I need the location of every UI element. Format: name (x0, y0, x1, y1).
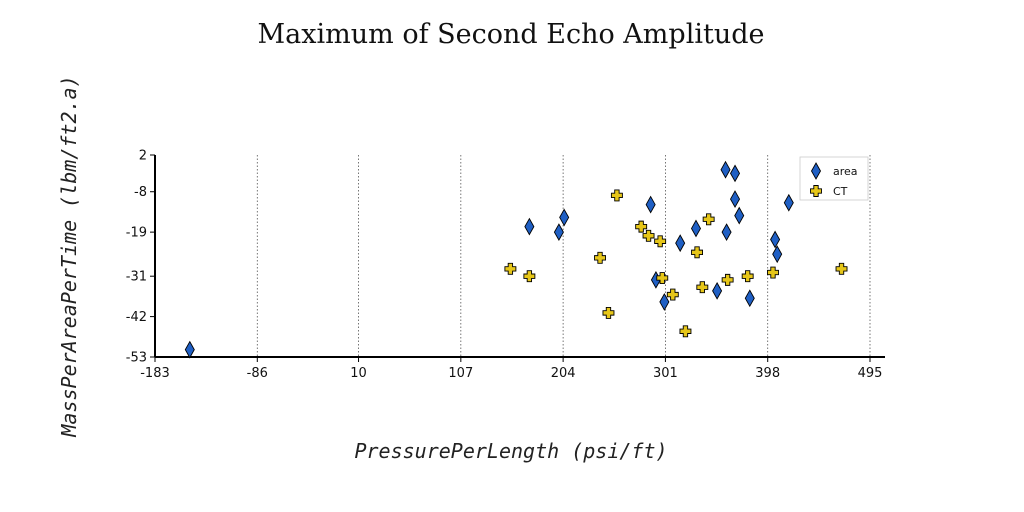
y-tick-label: -8 (134, 185, 147, 200)
data-point-area (645, 195, 656, 214)
data-point-ct (602, 306, 615, 319)
data-point-area (720, 160, 731, 179)
data-point-area (690, 219, 702, 238)
data-point-area (783, 193, 794, 212)
data-point-ct (702, 213, 715, 226)
axes (150, 154, 885, 362)
x-tick-label: 495 (858, 366, 883, 381)
y-tick-label: -42 (126, 310, 147, 325)
data-point-area (559, 208, 570, 227)
data-point-ct (691, 246, 703, 259)
y-tick-label: -31 (126, 270, 147, 285)
x-tick-label: 204 (551, 366, 576, 381)
data-point-area (524, 217, 535, 236)
x-tick-label: -86 (247, 366, 268, 381)
x-tick-label: 10 (350, 366, 367, 381)
data-point-ct (642, 229, 655, 242)
x-tick-label: 107 (448, 366, 473, 381)
data-point-area (184, 340, 195, 359)
legend-marker-ct (810, 185, 822, 197)
x-tick-label: 301 (653, 366, 678, 381)
legend-marker-area (810, 162, 822, 180)
data-point-ct (654, 235, 667, 248)
legend: area CT (799, 156, 869, 201)
data-point-area (729, 190, 741, 208)
y-axis-label: MassPerAreaPerTime (lbm/ft2.a) (57, 75, 81, 437)
data-point-area (659, 292, 670, 311)
data-point-ct (523, 270, 536, 283)
y-tick-label: -19 (126, 226, 147, 241)
y-tick-label: 2 (139, 149, 147, 164)
data-point-area (744, 289, 755, 308)
data-point-area (729, 164, 741, 183)
data-point-area (734, 206, 745, 225)
data-point-area (721, 223, 732, 242)
x-tick-label: 398 (755, 366, 780, 381)
data-point-ct (656, 272, 669, 284)
data-point-ct (504, 262, 517, 275)
data-point-ct (767, 266, 779, 279)
legend-label-ct: CT (833, 185, 848, 198)
data-point-area (675, 234, 686, 253)
data-point-ct (594, 251, 606, 264)
data-point-area (770, 230, 781, 249)
legend-label-area: area (833, 165, 858, 178)
x-tick-label: -183 (140, 366, 170, 381)
data-point-area (772, 245, 783, 264)
data-points (184, 160, 848, 359)
tick-labels: -183 -86 10 107 204 301 398 495 -53 -42 -31 -19 -8 2 (126, 149, 883, 382)
chart-title: Maximum of Second Echo Amplitude (258, 19, 765, 50)
data-point-area (712, 281, 723, 300)
data-point-ct (666, 288, 679, 301)
y-tick-label: -53 (126, 351, 147, 366)
x-axis-label: PressurePerLength (psi/ft) (354, 439, 667, 463)
data-point-ct (610, 189, 623, 202)
grid-lines (256, 155, 871, 357)
data-point-ct (635, 220, 648, 233)
data-point-ct (835, 262, 848, 275)
data-point-area (553, 223, 564, 242)
data-point-ct (721, 273, 734, 286)
data-point-ct (679, 325, 692, 338)
data-point-ct (741, 270, 754, 283)
data-point-ct (696, 281, 709, 294)
